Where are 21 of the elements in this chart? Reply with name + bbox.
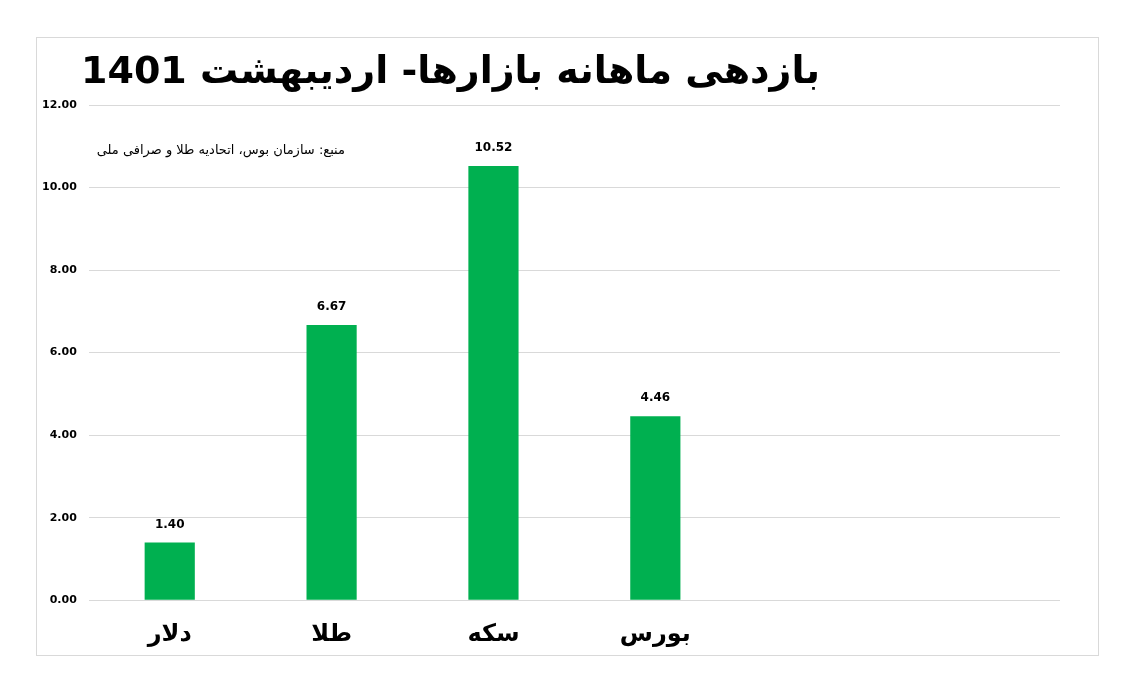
data-label: 6.67 [316, 299, 347, 314]
data-label: 4.46 [640, 390, 671, 405]
y-tick-label: 4.00 [49, 427, 78, 441]
y-tick-label: 10.00 [42, 180, 78, 194]
chart-title: بازدهی ماهانه بازارها- اردیبهشت 1401 [81, 48, 820, 92]
x-tick-label: دلار [146, 618, 192, 647]
y-tick-label: 2.00 [49, 510, 78, 524]
x-tick-label: بورس [619, 618, 691, 647]
bar [306, 324, 357, 600]
bar [630, 416, 681, 600]
x-tick-label: طلا [311, 618, 353, 647]
y-tick-label: 6.00 [49, 345, 78, 359]
bar [468, 166, 519, 600]
y-tick-label: 0.00 [49, 593, 78, 607]
y-tick-label: 8.00 [49, 262, 78, 276]
annotation: منبع: سازمان بوس، اتحادیه طلا و صرافی ملی [95, 142, 345, 157]
y-tick-label: 12.00 [42, 97, 78, 111]
data-label: 1.40 [154, 516, 185, 531]
x-tick-label: سکه [467, 618, 520, 647]
bar [144, 542, 195, 600]
data-label: 10.52 [474, 140, 513, 155]
